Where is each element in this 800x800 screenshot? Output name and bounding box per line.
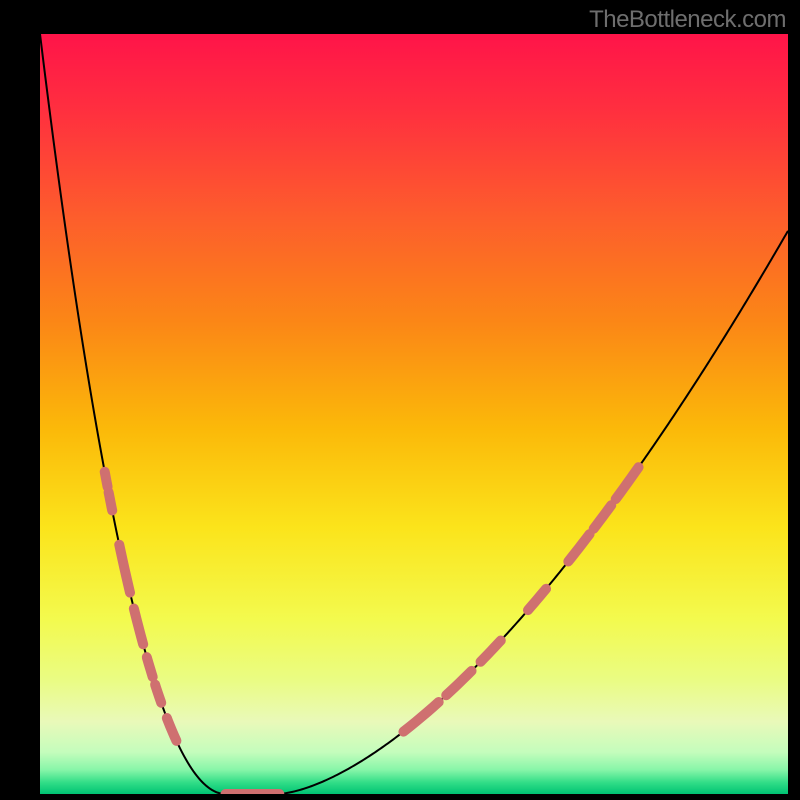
chart-svg: [40, 34, 788, 794]
highlight-segment: [105, 472, 108, 487]
highlight-segment: [109, 492, 113, 510]
highlight-segment: [147, 657, 153, 677]
watermark-text: TheBottleneck.com: [589, 6, 786, 34]
plot-area: [40, 34, 788, 794]
highlight-segment: [155, 685, 161, 703]
